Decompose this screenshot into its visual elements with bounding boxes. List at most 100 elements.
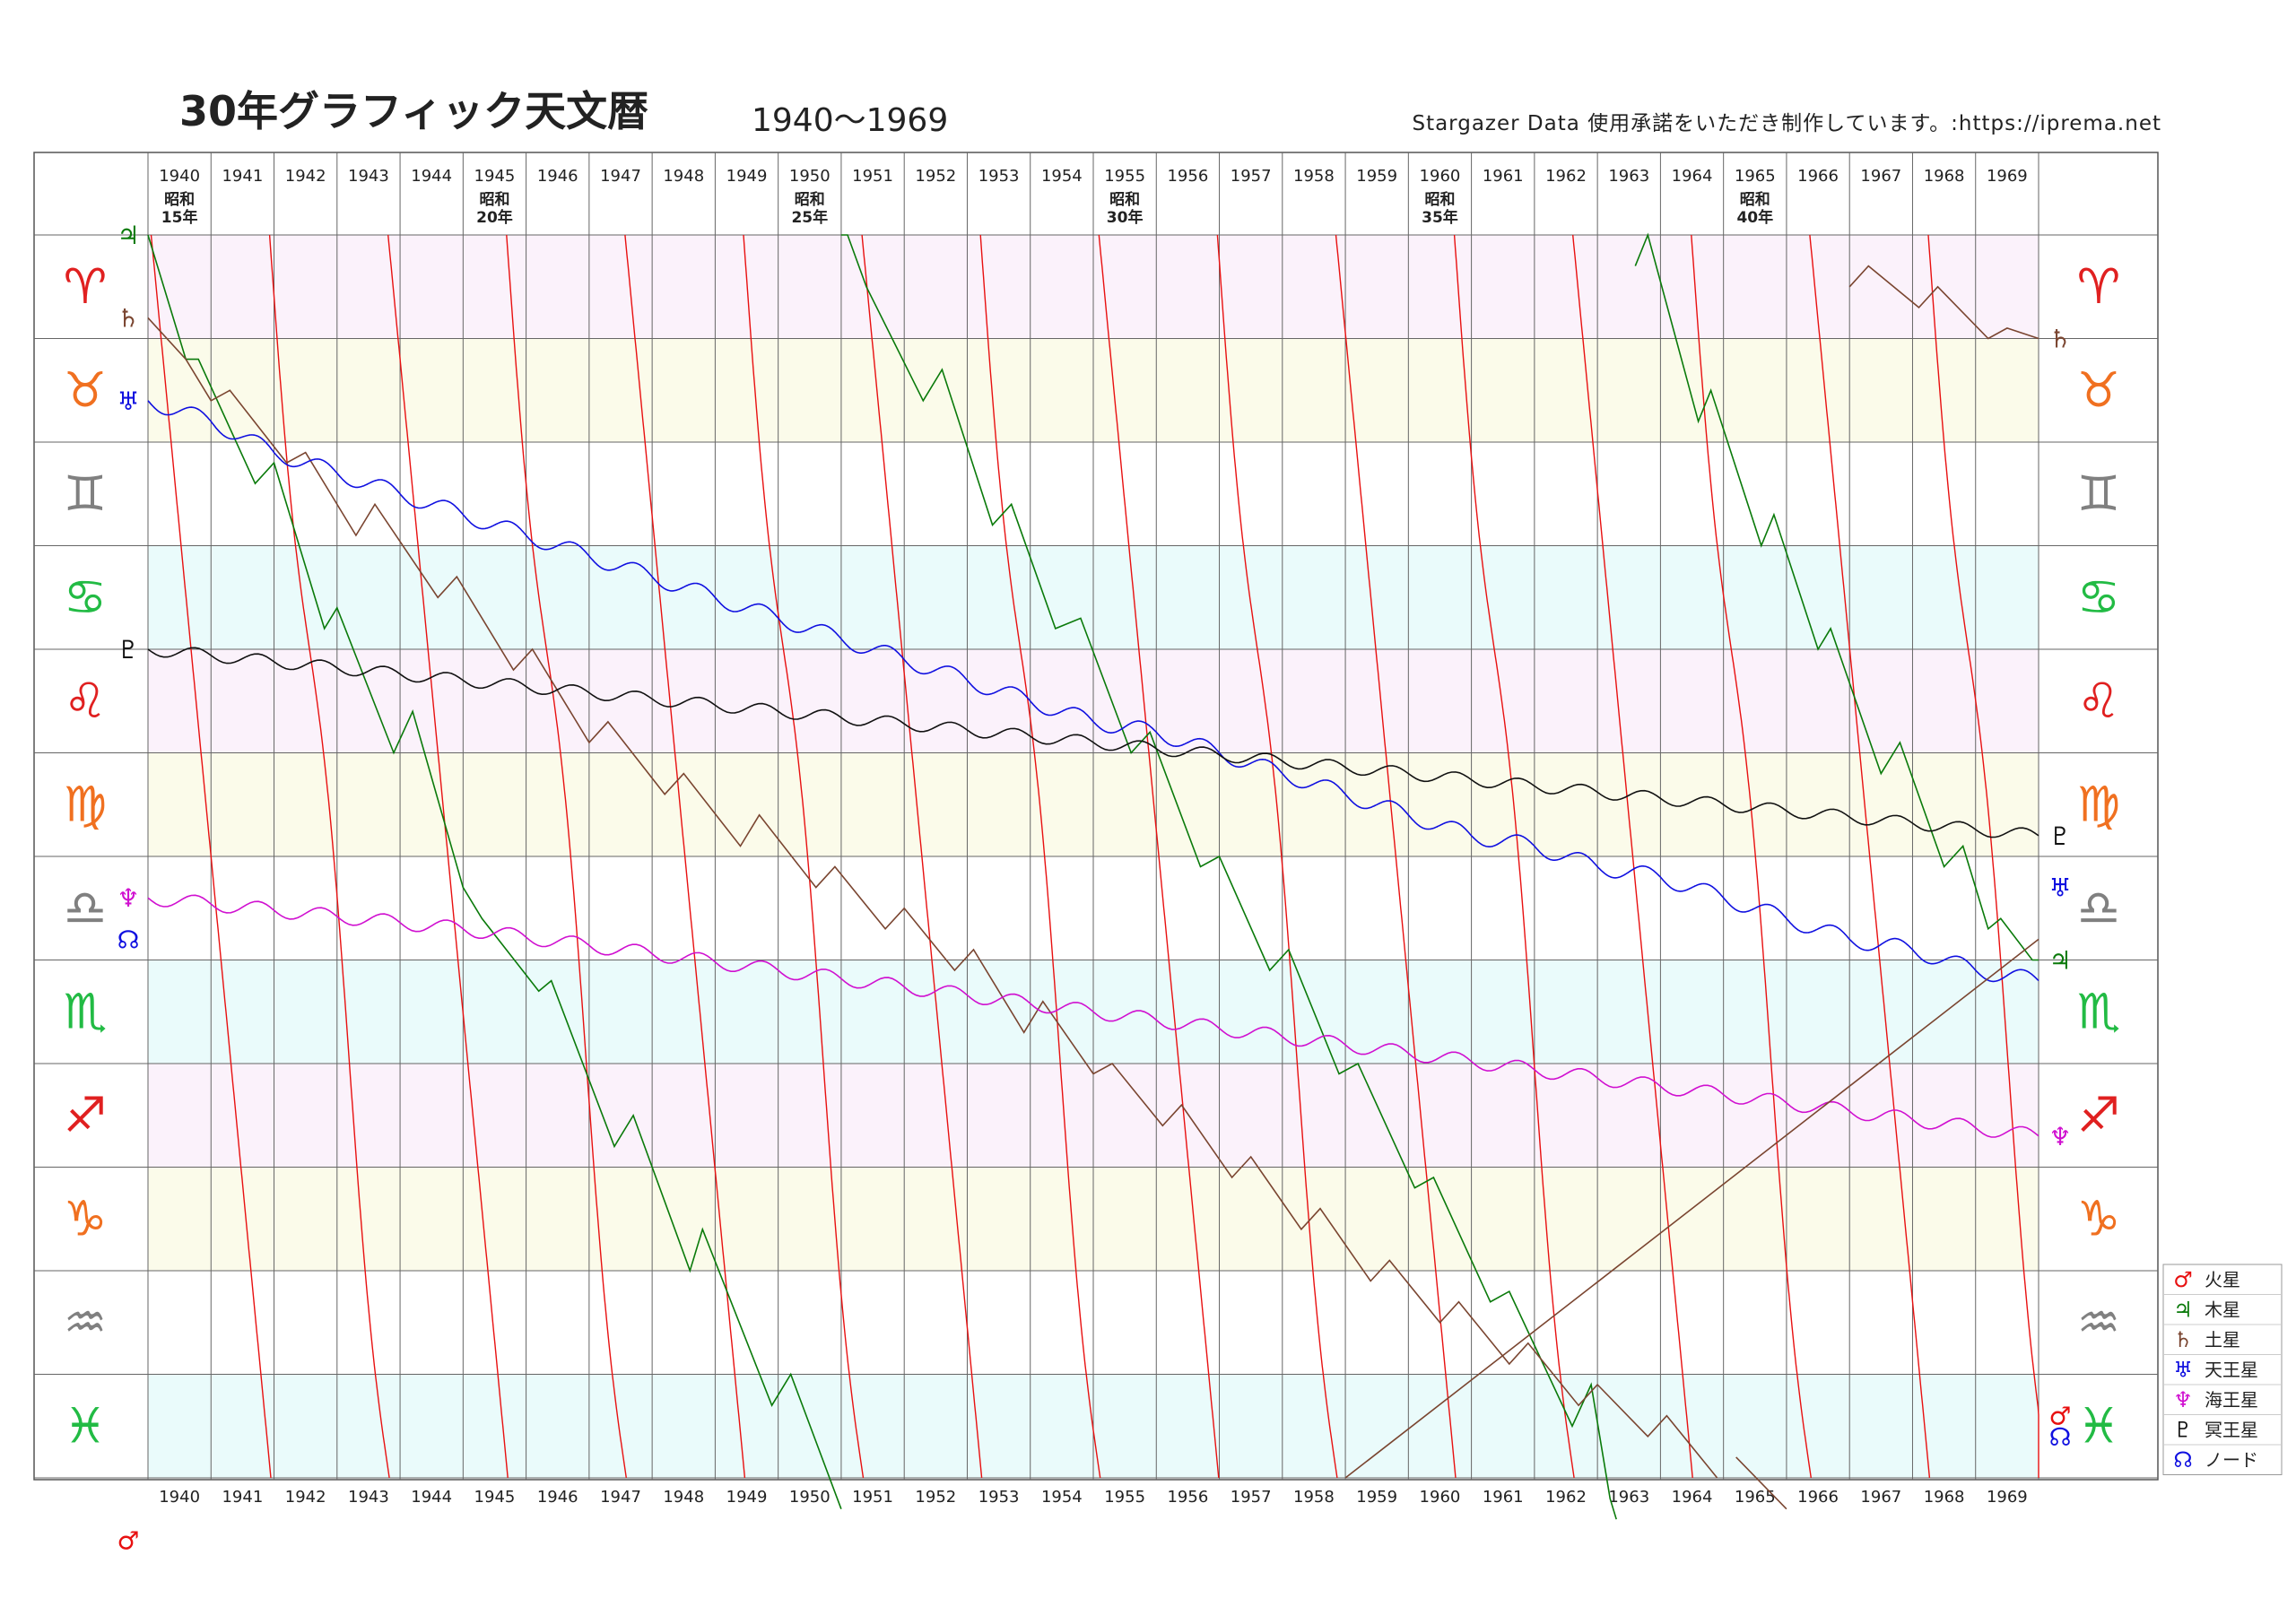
legend-label: 土星	[2205, 1329, 2240, 1351]
year-label-bottom: 1945	[474, 1488, 516, 1507]
cancer-icon: ♋	[2077, 569, 2120, 625]
libra-icon: ♎	[2077, 880, 2120, 936]
planet-label: ♄	[117, 303, 139, 333]
year-label-top: 1960	[1420, 167, 1461, 186]
year-label-bottom: 1967	[1860, 1488, 1901, 1507]
planet-lines	[147, 232, 2039, 1520]
mars-line	[624, 234, 746, 1479]
era-label: 昭和	[1740, 191, 1770, 209]
year-label-top: 1952	[915, 167, 956, 186]
year-label-top: 1968	[1924, 167, 1965, 186]
year-label-bottom: 1943	[348, 1488, 389, 1507]
era-label: 30年	[1107, 208, 1144, 227]
cancer-icon: ♋	[64, 569, 107, 625]
aquarius-icon: ♒	[64, 1294, 107, 1351]
year-label-bottom: 1949	[726, 1488, 768, 1507]
virgo-icon: ♍	[64, 776, 107, 832]
year-label-top: 1955	[1104, 167, 1145, 186]
node-line	[1344, 938, 2039, 1479]
year-label-top: 1969	[1987, 167, 2028, 186]
legend-symbol: ♂	[2173, 1267, 2193, 1292]
mars-line	[1453, 234, 1575, 1479]
planet-label: ♅	[117, 387, 139, 416]
sagittarius-icon: ♐	[64, 1087, 107, 1143]
chart-grid	[33, 152, 2159, 1481]
year-label-top: 1944	[411, 167, 452, 186]
taurus-icon: ♉	[64, 361, 107, 418]
planet-label: ☊	[2049, 1422, 2072, 1452]
legend-label: 海王星	[2205, 1389, 2258, 1411]
year-label-bottom: 1957	[1231, 1488, 1272, 1507]
planet-label: ♆	[2048, 1122, 2071, 1151]
year-label-top: 1964	[1672, 167, 1713, 186]
legend-symbol: ♆	[2173, 1387, 2193, 1412]
mars-line	[1927, 234, 2039, 1478]
planet-label: ♇	[2048, 821, 2071, 851]
capricorn-icon: ♑	[64, 1190, 107, 1247]
pluto-line	[147, 647, 2039, 838]
capricorn-icon: ♑	[2077, 1190, 2120, 1247]
mars-line	[1809, 234, 1931, 1479]
year-label-bottom: 1965	[1735, 1488, 1776, 1507]
era-label: 昭和	[164, 191, 195, 209]
mars-line	[506, 234, 627, 1479]
gemini-icon: ♊	[64, 465, 107, 522]
year-label-top: 1948	[663, 167, 704, 186]
year-label-top: 1956	[1167, 167, 1208, 186]
sagittarius-icon: ♐	[2077, 1087, 2120, 1143]
year-label-top: 1946	[537, 167, 578, 186]
year-label-bottom: 1962	[1545, 1488, 1587, 1507]
era-label: 20年	[476, 208, 513, 227]
year-label-top: 1958	[1293, 167, 1335, 186]
leo-icon: ♌	[64, 673, 107, 729]
year-label-top: 1945	[474, 167, 516, 186]
planet-label: ♃	[117, 221, 139, 250]
uranus-line	[147, 400, 2039, 983]
gemini-icon: ♊	[2077, 465, 2120, 522]
year-label-bottom: 1964	[1672, 1488, 1713, 1507]
mars-line	[1335, 234, 1457, 1479]
aries-icon: ♈	[2077, 258, 2120, 315]
leo-icon: ♌	[2077, 673, 2120, 729]
era-label: 40年	[1736, 208, 1773, 227]
chart-frame	[33, 152, 2159, 1481]
year-labels: 1940 1940 1941 1941 1942 1942 1943 1943 1944 1944…	[159, 167, 2028, 1507]
year-label-top: 1943	[348, 167, 389, 186]
year-label-top: 1947	[600, 167, 641, 186]
mars-line	[861, 234, 983, 1479]
year-label-bottom: 1953	[978, 1488, 1020, 1507]
mars-line	[387, 234, 509, 1479]
mars-line	[1098, 234, 1220, 1479]
mars-line	[979, 234, 1101, 1479]
year-label-bottom: 1961	[1483, 1488, 1524, 1507]
year-label-bottom: 1954	[1041, 1488, 1083, 1507]
planet-label: ♇	[117, 635, 139, 665]
year-label-bottom: 1968	[1924, 1488, 1965, 1507]
planet-label: ♂	[2048, 1402, 2071, 1431]
era-label: 15年	[161, 208, 198, 227]
chart-title: 30年グラフィック天文暦	[179, 87, 648, 135]
year-label-top: 1959	[1356, 167, 1397, 186]
year-label-bottom: 1941	[222, 1488, 263, 1507]
year-label-top: 1963	[1608, 167, 1649, 186]
era-label: 25年	[791, 208, 828, 227]
year-label-bottom: 1963	[1608, 1488, 1649, 1507]
era-label: 昭和	[479, 191, 509, 209]
pisces-icon: ♓	[64, 1397, 107, 1454]
legend-symbol: ♅	[2173, 1358, 2193, 1383]
legend-label: 天王星	[2205, 1359, 2258, 1381]
year-label-bottom: 1940	[159, 1488, 200, 1507]
pisces-icon: ♓	[2077, 1397, 2120, 1454]
saturn-line	[147, 265, 2039, 1510]
libra-icon: ♎	[64, 880, 107, 936]
year-label-bottom: 1966	[1797, 1488, 1839, 1507]
year-label-top: 1965	[1735, 167, 1776, 186]
legend-label: 冥王星	[2205, 1420, 2258, 1441]
year-label-top: 1962	[1545, 167, 1587, 186]
aries-icon: ♈	[64, 258, 107, 315]
legend-symbol: ♃	[2173, 1298, 2193, 1323]
year-label-bottom: 1950	[789, 1488, 831, 1507]
legend-symbol: ☊	[2173, 1447, 2192, 1472]
year-label-bottom: 1958	[1293, 1488, 1335, 1507]
